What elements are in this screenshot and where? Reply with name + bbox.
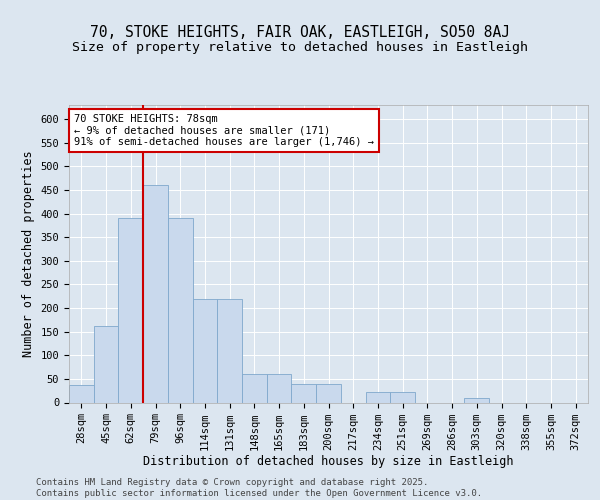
Bar xyxy=(118,218,143,402)
Bar xyxy=(316,384,341,402)
Bar xyxy=(193,298,217,403)
Bar xyxy=(292,384,316,402)
Bar xyxy=(217,298,242,403)
Y-axis label: Number of detached properties: Number of detached properties xyxy=(22,150,35,357)
Bar xyxy=(390,392,415,402)
Bar xyxy=(242,374,267,402)
Text: 70 STOKE HEIGHTS: 78sqm
← 9% of detached houses are smaller (171)
91% of semi-de: 70 STOKE HEIGHTS: 78sqm ← 9% of detached… xyxy=(74,114,374,147)
Bar xyxy=(143,186,168,402)
Text: Contains HM Land Registry data © Crown copyright and database right 2025.
Contai: Contains HM Land Registry data © Crown c… xyxy=(36,478,482,498)
X-axis label: Distribution of detached houses by size in Eastleigh: Distribution of detached houses by size … xyxy=(143,456,514,468)
Bar xyxy=(69,384,94,402)
Text: Size of property relative to detached houses in Eastleigh: Size of property relative to detached ho… xyxy=(72,41,528,54)
Bar xyxy=(267,374,292,402)
Bar xyxy=(168,218,193,402)
Bar xyxy=(94,326,118,402)
Text: 70, STOKE HEIGHTS, FAIR OAK, EASTLEIGH, SO50 8AJ: 70, STOKE HEIGHTS, FAIR OAK, EASTLEIGH, … xyxy=(90,25,510,40)
Bar xyxy=(464,398,489,402)
Bar xyxy=(365,392,390,402)
